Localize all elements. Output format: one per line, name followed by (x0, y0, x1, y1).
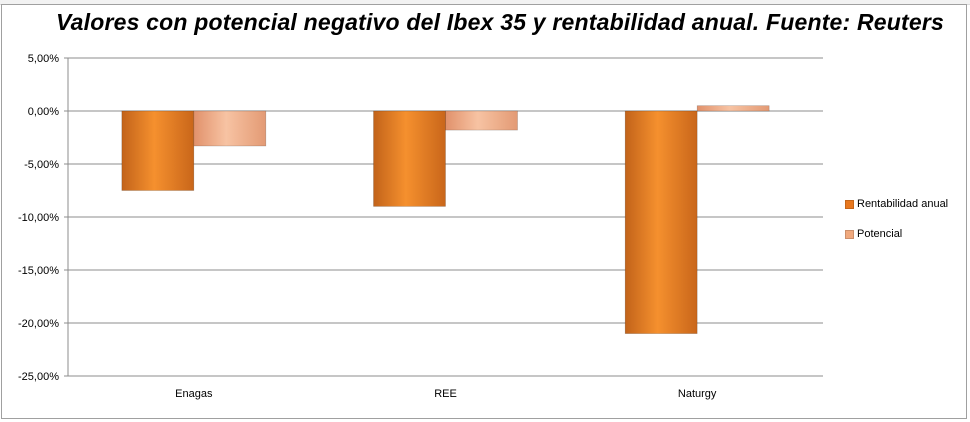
bar-potencial-naturgy (696, 105, 770, 112)
y-tick-label: -5,00% (24, 159, 59, 171)
y-tick-label: -10,00% (18, 212, 59, 224)
chart-area[interactable] (1, 4, 967, 419)
y-tick-label: 0,00% (28, 106, 59, 118)
y-tick-label: -20,00% (18, 318, 59, 330)
legend-swatch-potencial (845, 229, 854, 239)
y-tick-label: 5,00% (28, 53, 59, 65)
legend-label-rentabilidad: Rentabilidad anual (857, 198, 949, 210)
legend-swatch-rentabilidad (845, 199, 854, 209)
y-tick-label: -15,00% (18, 265, 59, 277)
x-tick-label: REE (434, 388, 457, 400)
legend-label-potencial: Potencial (857, 228, 903, 240)
bar-rentabilidad-naturgy (624, 110, 698, 334)
legend[interactable]: Rentabilidad anual Potencial (845, 196, 948, 256)
x-tick-label: Enagas (175, 388, 213, 400)
legend-item-potencial: Potencial (845, 226, 948, 242)
x-tick-label: Naturgy (678, 388, 717, 400)
bar-rentabilidad-ree (373, 110, 446, 207)
bar-potencial-ree (445, 110, 518, 131)
bar-potencial-enagas (193, 110, 267, 147)
bar-rentabilidad-enagas (121, 110, 195, 191)
y-tick-label: -25,00% (18, 371, 59, 383)
chart-title: Valores con potencial negativo del Ibex … (55, 9, 945, 35)
legend-item-rentabilidad: Rentabilidad anual (845, 196, 948, 212)
